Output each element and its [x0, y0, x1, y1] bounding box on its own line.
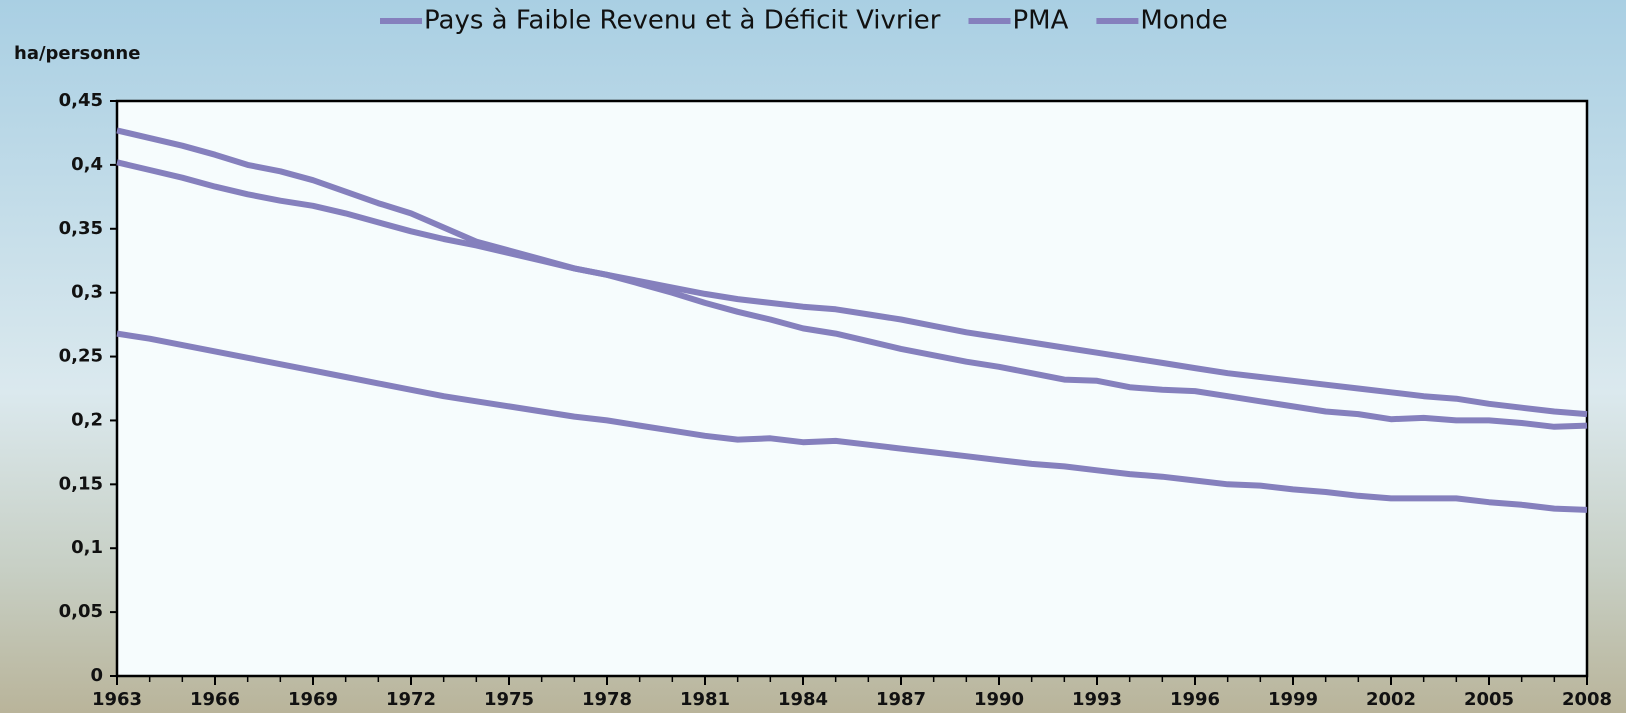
- y-tick-label: 0: [90, 665, 103, 686]
- x-tick-label: 1981: [680, 689, 730, 710]
- x-tick-label: 1972: [386, 689, 436, 710]
- x-tick-label: 2005: [1464, 689, 1514, 710]
- x-tick-label: 2002: [1366, 689, 1416, 710]
- y-tick-label: 0,1: [71, 537, 103, 558]
- x-tick-label: 1969: [288, 689, 338, 710]
- x-tick-label: 1999: [1268, 689, 1318, 710]
- y-tick-label: 0,35: [59, 218, 103, 239]
- legend-label: PMA: [1013, 6, 1069, 36]
- x-tick-label: 1990: [974, 689, 1024, 710]
- legend-label: Pays à Faible Revenu et à Déficit Vivrie…: [424, 6, 941, 36]
- y-tick-label: 0,3: [71, 282, 103, 303]
- x-tick-label: 1987: [876, 689, 926, 710]
- x-tick-label: 2008: [1562, 689, 1612, 710]
- x-tick-label: 1975: [484, 689, 534, 710]
- x-tick-label: 1984: [778, 689, 828, 710]
- y-tick-label: 0,2: [71, 409, 103, 430]
- y-tick-label: 0,45: [59, 90, 103, 111]
- y-axis-label: ha/personne: [14, 43, 140, 64]
- y-tick-label: 0,05: [59, 601, 103, 622]
- y-tick-label: 0,15: [59, 473, 103, 494]
- x-tick-label: 1966: [190, 689, 240, 710]
- chart: ha/personne 0 0,05 0,1 0,15 0,2 0,25 0,3 0,35 0,…: [0, 0, 1626, 713]
- y-tick-label: 0,25: [59, 346, 103, 367]
- legend-label: Monde: [1140, 6, 1227, 36]
- x-tick-label: 1978: [582, 689, 632, 710]
- x-tick-label: 1963: [92, 689, 142, 710]
- y-tick-label: 0,4: [71, 154, 103, 175]
- x-tick-label: 1993: [1072, 689, 1122, 710]
- x-tick-label: 1996: [1170, 689, 1220, 710]
